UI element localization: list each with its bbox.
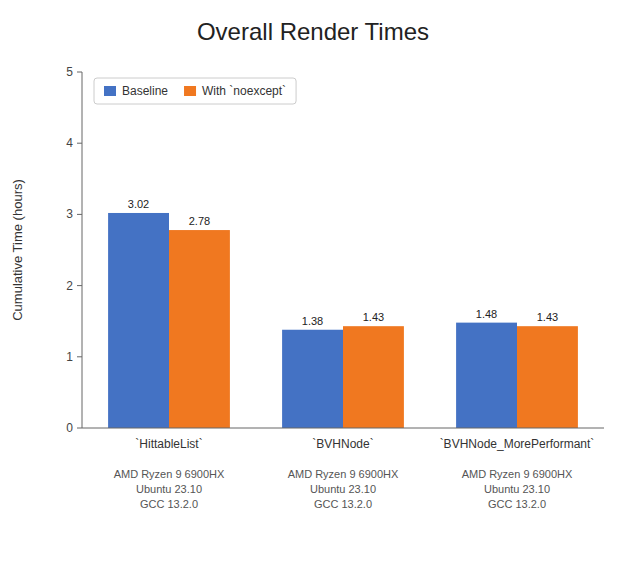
y-tick [77, 72, 82, 73]
y-axis [82, 72, 83, 428]
sublabel-line: AMD Ryzen 9 6900HX [114, 468, 225, 480]
y-tick-label: 0 [66, 421, 73, 435]
y-axis-label: Cumulative Time (hours) [10, 179, 25, 321]
sublabel-line: Ubuntu 23.10 [310, 483, 376, 495]
data-label: 1.43 [537, 311, 558, 323]
y-tick-label: 1 [66, 350, 73, 364]
sublabel-line: Ubuntu 23.10 [136, 483, 202, 495]
bar [343, 326, 404, 428]
x-tick-label: `BVHNode_MorePerformant` [440, 437, 595, 451]
sublabel-line: AMD Ryzen 9 6900HX [462, 468, 573, 480]
chart: Overall Render Times Cumulative Time (hou… [0, 0, 626, 578]
x-tick-label: `BVHNode` [312, 437, 373, 451]
x-tick-label: `HittableList` [135, 437, 202, 451]
sublabel-line: GCC 13.2.0 [488, 498, 546, 510]
data-label: 1.38 [302, 315, 323, 327]
y-tick-label: 2 [66, 279, 73, 293]
sublabel-line: GCC 13.2.0 [314, 498, 372, 510]
bar [282, 330, 343, 428]
sublabel-line: Ubuntu 23.10 [484, 483, 550, 495]
sublabel: AMD Ryzen 9 6900HX Ubuntu 23.10 GCC 13.2.0 [288, 468, 399, 510]
y-tick [77, 356, 82, 357]
data-label: 2.78 [189, 215, 210, 227]
bars [108, 213, 578, 428]
data-label: 3.02 [128, 198, 149, 210]
data-labels: 3.02 1.38 1.48 2.78 1.43 1.43 [128, 198, 558, 327]
y-tick [77, 285, 82, 286]
legend: Baseline With `noexcept` [94, 78, 296, 104]
sublabel: AMD Ryzen 9 6900HX Ubuntu 23.10 GCC 13.2.0 [114, 468, 225, 510]
bar [456, 323, 517, 428]
y-tick-label: 3 [66, 207, 73, 221]
y-tick [77, 143, 82, 144]
legend-swatch [104, 86, 116, 96]
data-label: 1.43 [363, 311, 384, 323]
bar [517, 326, 578, 428]
legend-label: Baseline [122, 84, 168, 98]
bar [108, 213, 169, 428]
y-tick [77, 428, 82, 429]
x-axis [82, 428, 604, 429]
y-tick-label: 4 [66, 136, 73, 150]
sublabel-line: AMD Ryzen 9 6900HX [288, 468, 399, 480]
sublabel: AMD Ryzen 9 6900HX Ubuntu 23.10 GCC 13.2.0 [462, 468, 573, 510]
sublabel-line: GCC 13.2.0 [140, 498, 198, 510]
bar [169, 230, 230, 428]
y-tick-label: 5 [66, 65, 73, 79]
legend-box [94, 78, 296, 104]
title: Overall Render Times [197, 18, 429, 45]
data-label: 1.48 [476, 308, 497, 320]
y-tick [77, 214, 82, 215]
legend-swatch [184, 86, 196, 96]
legend-label: With `noexcept` [202, 84, 286, 98]
